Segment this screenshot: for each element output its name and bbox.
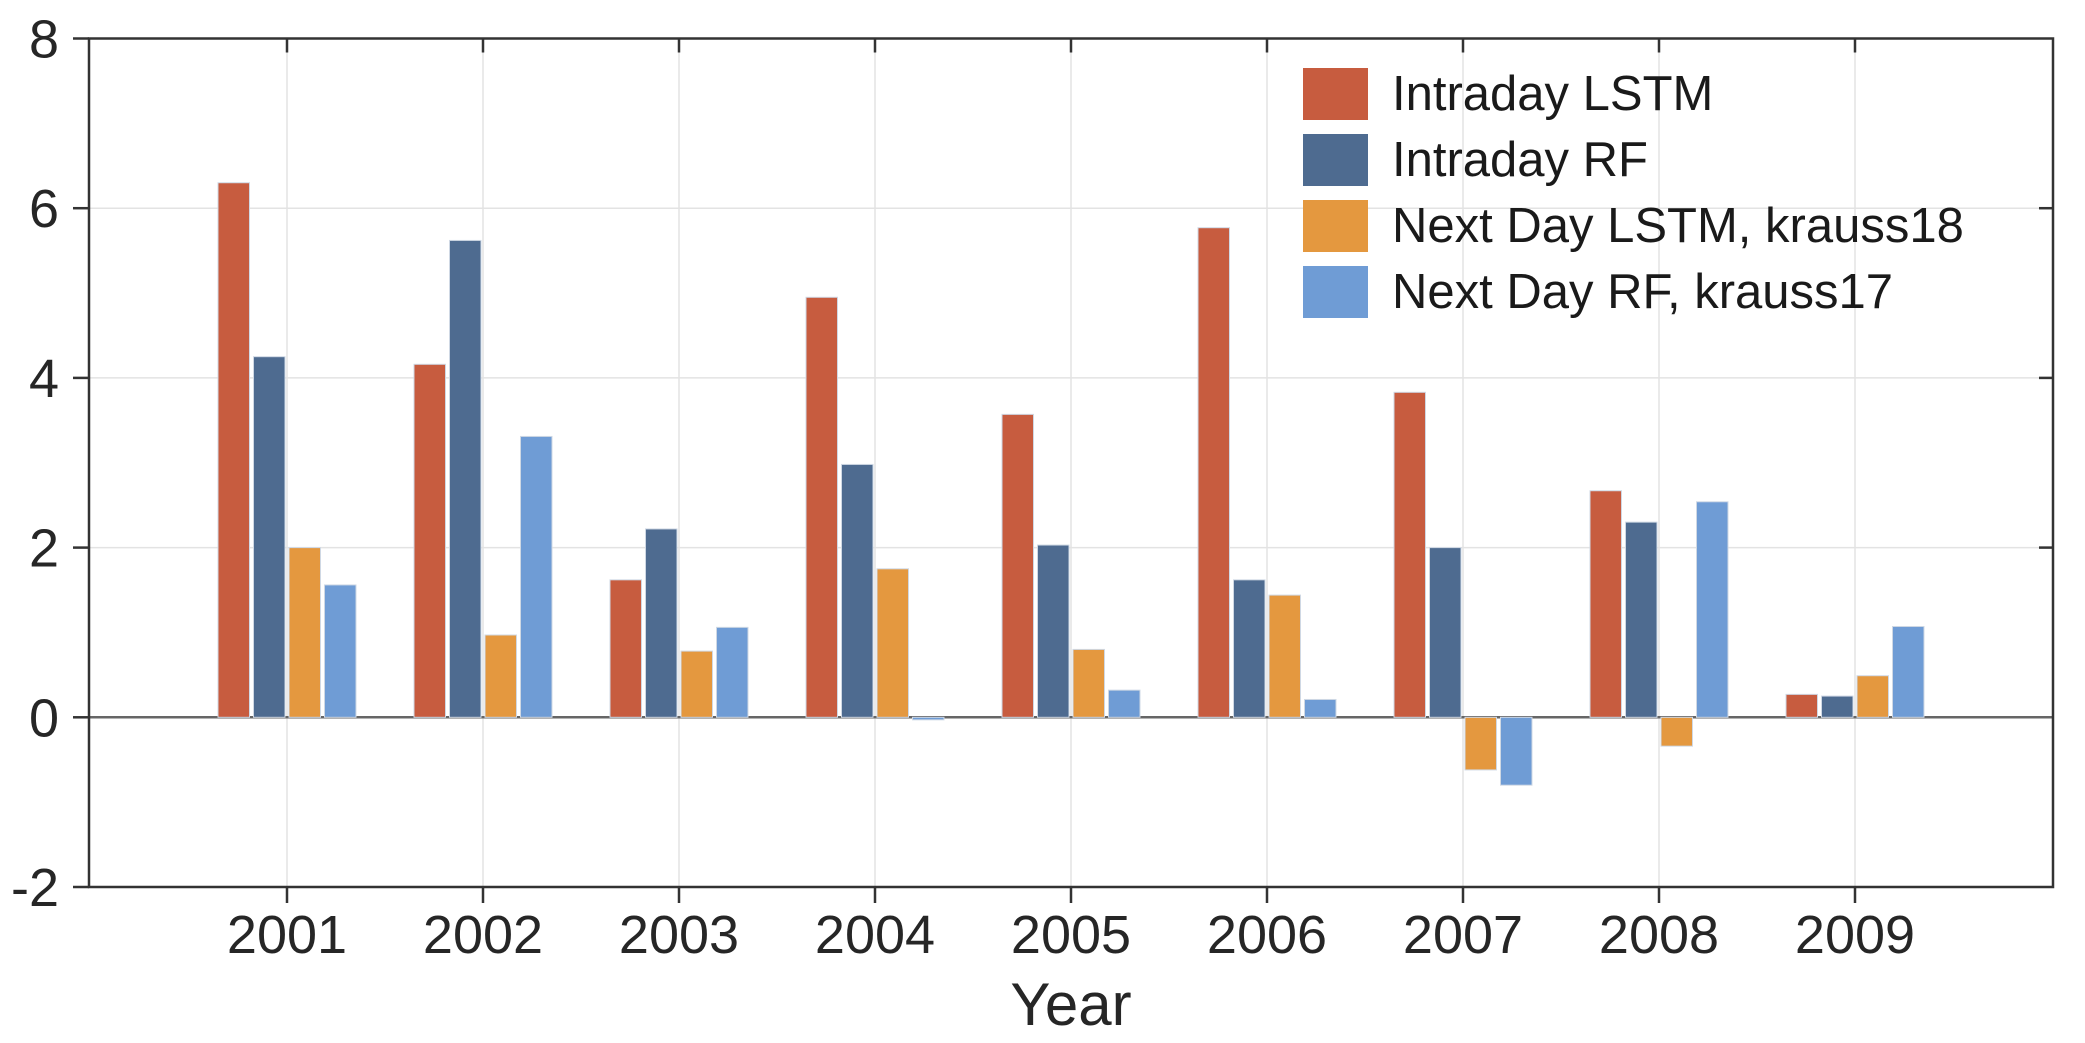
bar-next-day-rf-krauss17-2006 [1304, 698, 1337, 718]
legend-item: Intraday RF [1303, 134, 1964, 186]
bar-next-day-lstm-krauss18-2001 [288, 547, 321, 718]
legend-item: Intraday LSTM [1303, 68, 1964, 120]
bar-intraday-lstm-2002 [413, 363, 446, 718]
bar-intraday-rf-2009 [1821, 695, 1854, 718]
bar-intraday-lstm-2009 [1785, 693, 1818, 718]
y-tick-label: 0 [29, 688, 59, 748]
bar-next-day-lstm-krauss18-2009 [1856, 675, 1889, 718]
legend-label: Next Day LSTM, krauss18 [1392, 198, 1964, 253]
bar-intraday-rf-2001 [253, 356, 286, 718]
bar-intraday-lstm-2003 [609, 579, 642, 718]
legend-swatch-intraday-rf [1303, 134, 1368, 186]
x-tick-label: 2009 [1795, 905, 1915, 965]
x-tick-label: 2007 [1403, 905, 1523, 965]
legend-label: Intraday RF [1392, 132, 1648, 187]
y-tick-label: 6 [29, 179, 59, 239]
legend-swatch-intraday-lstm [1303, 68, 1368, 120]
bar-intraday-lstm-2007 [1393, 391, 1426, 718]
x-tick-label: 2003 [619, 905, 739, 965]
x-tick-label: 2004 [815, 905, 935, 965]
bar-intraday-lstm-2004 [805, 296, 838, 718]
bar-next-day-lstm-krauss18-2006 [1268, 594, 1301, 718]
legend-swatch-nextday-rf [1303, 266, 1368, 318]
x-tick-label: 2001 [227, 905, 347, 965]
legend-label: Next Day RF, krauss17 [1392, 264, 1894, 319]
x-axis-label: Year [1010, 971, 1131, 1038]
bar-next-day-rf-krauss17-2002 [520, 435, 553, 718]
legend-swatch-nextday-lstm [1303, 200, 1368, 252]
bar-intraday-rf-2007 [1429, 547, 1462, 718]
bar-next-day-lstm-krauss18-2005 [1072, 648, 1105, 718]
bar-intraday-lstm-2001 [217, 182, 250, 718]
bar-next-day-lstm-krauss18-2003 [680, 650, 713, 718]
legend-item: Next Day RF, krauss17 [1303, 266, 1964, 318]
bar-next-day-lstm-krauss18-2007 [1464, 716, 1497, 771]
x-tick-label: 2002 [423, 905, 543, 965]
bar-next-day-rf-krauss17-2007 [1500, 716, 1533, 786]
bar-next-day-lstm-krauss18-2004 [876, 568, 909, 718]
bar-intraday-lstm-2006 [1197, 227, 1230, 718]
bar-next-day-rf-krauss17-2008 [1696, 501, 1729, 718]
bar-intraday-rf-2006 [1233, 579, 1266, 718]
bar-next-day-rf-krauss17-2005 [1108, 689, 1141, 718]
x-tick-label: 2006 [1207, 905, 1327, 965]
y-tick-label: 4 [29, 349, 59, 409]
bar-intraday-rf-2003 [645, 528, 678, 718]
bar-intraday-rf-2005 [1037, 544, 1070, 718]
bar-intraday-rf-2002 [449, 239, 482, 718]
legend-label: Intraday LSTM [1392, 66, 1714, 121]
x-tick-label: 2005 [1011, 905, 1131, 965]
y-tick-label: -2 [11, 858, 59, 918]
bar-next-day-rf-krauss17-2003 [716, 626, 749, 718]
bar-intraday-lstm-2008 [1589, 490, 1622, 718]
bar-next-day-lstm-krauss18-2002 [484, 634, 517, 718]
bar-next-day-lstm-krauss18-2008 [1660, 716, 1693, 747]
bar-intraday-lstm-2005 [1001, 413, 1034, 718]
y-tick-label: 8 [29, 10, 59, 70]
bar-next-day-rf-krauss17-2004 [912, 716, 945, 721]
bar-next-day-rf-krauss17-2009 [1892, 626, 1925, 718]
bar-intraday-rf-2004 [841, 463, 874, 718]
bar-intraday-rf-2008 [1625, 521, 1658, 718]
y-tick-label: 2 [29, 519, 59, 579]
legend: Intraday LSTM Intraday RF Next Day LSTM,… [1303, 68, 1964, 318]
bar-next-day-rf-krauss17-2001 [324, 584, 357, 718]
x-tick-label: 2008 [1599, 905, 1719, 965]
legend-item: Next Day LSTM, krauss18 [1303, 200, 1964, 252]
